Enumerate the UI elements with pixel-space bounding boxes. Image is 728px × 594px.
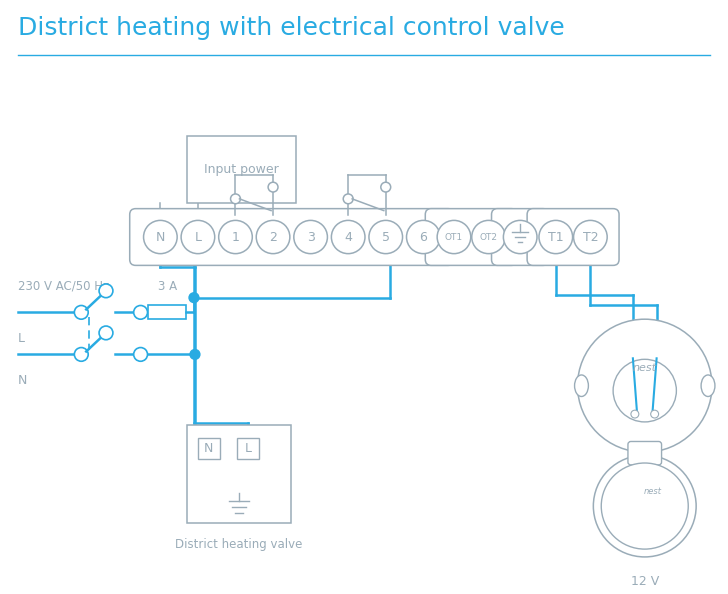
Text: 3 A: 3 A bbox=[158, 280, 177, 293]
Circle shape bbox=[593, 455, 696, 557]
Text: 230 V AC/50 Hz: 230 V AC/50 Hz bbox=[18, 280, 109, 293]
Text: L: L bbox=[18, 332, 25, 345]
Text: 6: 6 bbox=[419, 230, 427, 244]
Circle shape bbox=[472, 220, 505, 254]
Circle shape bbox=[613, 359, 676, 422]
Circle shape bbox=[134, 347, 148, 361]
Bar bbox=[187, 425, 291, 523]
Circle shape bbox=[99, 284, 113, 298]
Circle shape bbox=[651, 410, 659, 418]
Text: 3: 3 bbox=[306, 230, 314, 244]
Ellipse shape bbox=[701, 375, 715, 396]
Text: 12 V: 12 V bbox=[630, 574, 659, 587]
Text: nest: nest bbox=[644, 487, 662, 496]
Text: District heating with electrical control valve: District heating with electrical control… bbox=[18, 16, 565, 40]
Circle shape bbox=[437, 220, 471, 254]
Circle shape bbox=[574, 220, 607, 254]
FancyBboxPatch shape bbox=[628, 441, 662, 465]
FancyBboxPatch shape bbox=[130, 208, 454, 266]
Bar bbox=[237, 438, 259, 459]
Circle shape bbox=[99, 326, 113, 340]
Circle shape bbox=[190, 349, 200, 359]
Circle shape bbox=[256, 220, 290, 254]
Text: nest: nest bbox=[633, 363, 657, 373]
Circle shape bbox=[294, 220, 328, 254]
Circle shape bbox=[631, 410, 638, 418]
Circle shape bbox=[503, 220, 537, 254]
Text: 4: 4 bbox=[344, 230, 352, 244]
Bar bbox=[187, 136, 296, 203]
Circle shape bbox=[231, 194, 240, 204]
Circle shape bbox=[134, 305, 148, 319]
Circle shape bbox=[268, 182, 278, 192]
Circle shape bbox=[343, 194, 353, 204]
Circle shape bbox=[74, 347, 88, 361]
Bar bbox=[149, 305, 186, 319]
Circle shape bbox=[189, 293, 199, 302]
Text: L: L bbox=[194, 230, 202, 244]
Text: 2: 2 bbox=[269, 230, 277, 244]
Circle shape bbox=[539, 220, 573, 254]
Text: T2: T2 bbox=[582, 230, 598, 244]
FancyBboxPatch shape bbox=[527, 208, 619, 266]
Circle shape bbox=[601, 463, 688, 549]
Ellipse shape bbox=[574, 375, 588, 396]
Text: Input power: Input power bbox=[204, 163, 279, 176]
Text: T1: T1 bbox=[548, 230, 563, 244]
Text: District heating valve: District heating valve bbox=[175, 538, 303, 551]
Circle shape bbox=[143, 220, 177, 254]
Circle shape bbox=[181, 220, 215, 254]
FancyBboxPatch shape bbox=[491, 208, 549, 266]
Text: N: N bbox=[156, 230, 165, 244]
Text: N: N bbox=[204, 442, 213, 455]
Text: 5: 5 bbox=[381, 230, 389, 244]
Circle shape bbox=[218, 220, 253, 254]
Text: N: N bbox=[18, 374, 28, 387]
Circle shape bbox=[577, 319, 712, 452]
Bar bbox=[198, 438, 220, 459]
Circle shape bbox=[406, 220, 440, 254]
Circle shape bbox=[331, 220, 365, 254]
Circle shape bbox=[381, 182, 391, 192]
Text: L: L bbox=[245, 442, 252, 455]
FancyBboxPatch shape bbox=[425, 208, 517, 266]
Circle shape bbox=[369, 220, 403, 254]
Text: 1: 1 bbox=[232, 230, 240, 244]
Text: OT1: OT1 bbox=[445, 232, 463, 242]
Circle shape bbox=[74, 305, 88, 319]
Text: OT2: OT2 bbox=[480, 232, 497, 242]
